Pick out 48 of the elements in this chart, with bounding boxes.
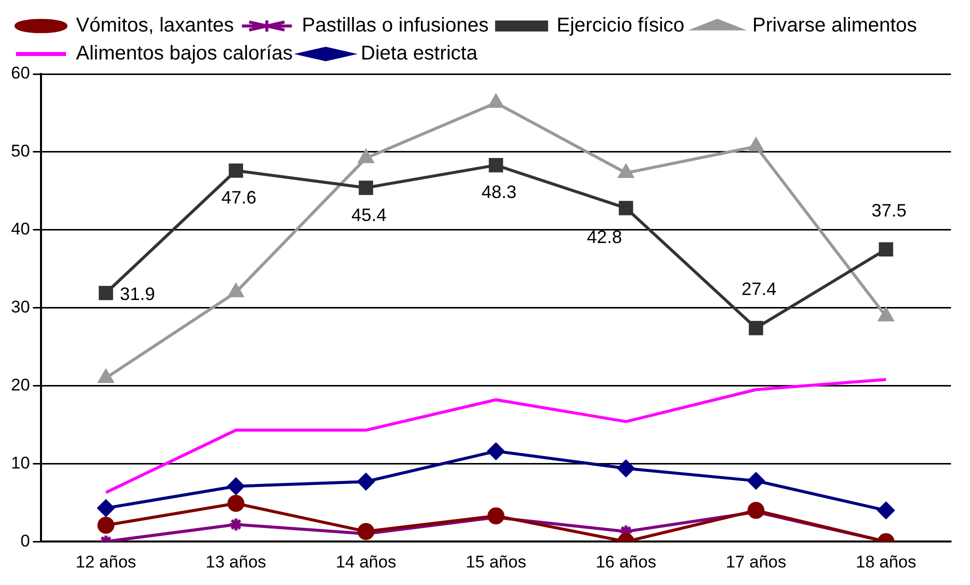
point (487, 507, 504, 524)
data-label: 45.4 (351, 204, 386, 225)
x-tick-label: 14 años (336, 552, 396, 572)
y-tick-label: 60 (10, 64, 30, 83)
data-label: 27.4 (741, 279, 777, 300)
point (747, 502, 764, 519)
point (877, 502, 894, 519)
point (488, 158, 504, 172)
legend-label: Pastillas o infusiones (302, 14, 489, 37)
legend-label: Privarse alimentos (752, 14, 917, 37)
legend-label: Dieta estricta (360, 42, 478, 65)
point (357, 473, 374, 490)
x-tick-label: 16 años (596, 552, 656, 572)
y-tick-label: 20 (10, 375, 30, 394)
point (97, 516, 114, 534)
point (98, 286, 114, 300)
x-tick-label: 12 años (76, 552, 136, 572)
point (227, 478, 244, 495)
y-tick-label: 50 (10, 142, 30, 161)
y-tick-label: 40 (10, 220, 30, 239)
x-tick-label: 18 años (856, 552, 916, 572)
x-tick-label: 17 años (726, 552, 786, 572)
data-label: 48.3 (481, 182, 516, 202)
legend-label: Ejercicio físico (556, 14, 684, 37)
point (97, 500, 114, 517)
point (227, 494, 244, 512)
point (228, 516, 244, 532)
y-tick-label: 0 (20, 531, 30, 550)
point (747, 472, 764, 490)
point (618, 200, 634, 216)
data-label: 42.8 (586, 227, 622, 248)
x-tick-label: 15 años (466, 552, 526, 572)
point (748, 320, 764, 336)
data-label: 37.5 (871, 200, 907, 220)
y-tick-label: 10 (10, 453, 30, 472)
data-label: 31.9 (120, 284, 155, 304)
point (357, 522, 374, 540)
data-label: 47.6 (221, 188, 256, 208)
point (228, 163, 244, 178)
y-tick-label: 30 (10, 297, 30, 316)
point (617, 460, 634, 477)
legend-label: Alimentos bajos calorías (76, 42, 293, 65)
legend-label: Vómitos, laxantes (76, 14, 234, 37)
point (358, 180, 374, 195)
point (878, 242, 894, 257)
point (487, 442, 504, 460)
point (358, 150, 374, 164)
x-tick-label: 13 años (206, 552, 266, 572)
